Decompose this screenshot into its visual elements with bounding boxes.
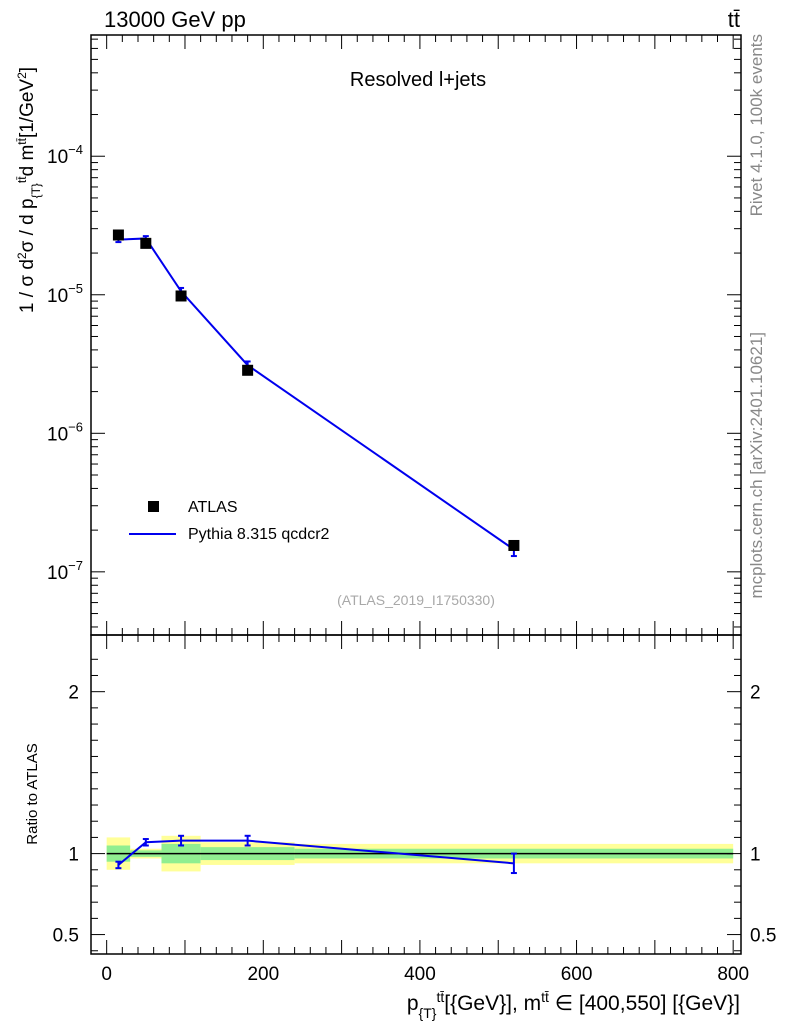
x-tick-label: 0 — [101, 964, 112, 985]
ratio-y-tick-label-left: 0.5 — [53, 926, 79, 947]
main-frame — [90, 34, 742, 636]
y-tick-label: 10−5 — [47, 281, 83, 307]
atlas-data-point — [508, 539, 520, 551]
legend-atlas-label: ATLAS — [188, 499, 238, 516]
atlas-data-point — [112, 229, 124, 241]
main-title: Resolved l+jets — [350, 69, 486, 91]
legend: ATLAS Pythia 8.315 qcdcr2 — [129, 499, 330, 543]
atlas-data-point — [242, 364, 254, 376]
x-tick-label: 400 — [404, 964, 436, 985]
y-tick-label: 10−6 — [47, 419, 83, 445]
ratio-y-tick-label-right: 1 — [750, 845, 761, 866]
process-label: tt̄ — [728, 7, 740, 32]
x-axis-label: p{T}tt̄[{GeV}], mtt̄ ∈ [400,550] [{GeV}] — [407, 989, 740, 1021]
legend-pythia-label: Pythia 8.315 qcdcr2 — [188, 526, 330, 543]
rivet-version-text: Rivet 4.1.0, 100k events — [747, 34, 766, 216]
source-url-text: mcplots.cern.ch [arXiv:2401.10621] — [747, 332, 766, 598]
x-tick-label: 600 — [561, 964, 593, 985]
ratio-y-tick-label-left: 1 — [68, 845, 79, 866]
main-y-axis-label: 1 / σ d2σ / d p{T}tt̄d mtt̄[1/GeV2] — [15, 67, 43, 313]
energy-label: 13000 GeV pp — [104, 7, 246, 32]
y-tick-label: 10−4 — [47, 142, 83, 168]
pythia-line — [118, 237, 515, 551]
x-tick-label: 800 — [717, 964, 749, 985]
legend-atlas-marker — [148, 501, 159, 512]
ratio-y-tick-label-right: 2 — [750, 683, 761, 704]
main-panel: 10−7 10−6 10−5 10−4 Resolved l+jets (ATLAS_… — [15, 34, 742, 636]
ratio-y-axis-label: Ratio to ATLAS — [24, 743, 41, 844]
ratio-frame — [90, 634, 742, 955]
atlas-data-point — [140, 237, 152, 249]
ratio-panel: 0.5 0.5 1 1 2 2 0 200 400 600 800 Ratio to ATLAS p… — [24, 634, 776, 1021]
atlas-data-point — [175, 290, 187, 302]
x-tick-label: 200 — [247, 964, 279, 985]
ratio-y-tick-label-right: 0.5 — [750, 926, 776, 947]
analysis-watermark: (ATLAS_2019_I1750330) — [337, 592, 495, 608]
y-tick-label: 10−7 — [47, 558, 83, 584]
ratio-y-tick-label-left: 2 — [68, 683, 79, 704]
